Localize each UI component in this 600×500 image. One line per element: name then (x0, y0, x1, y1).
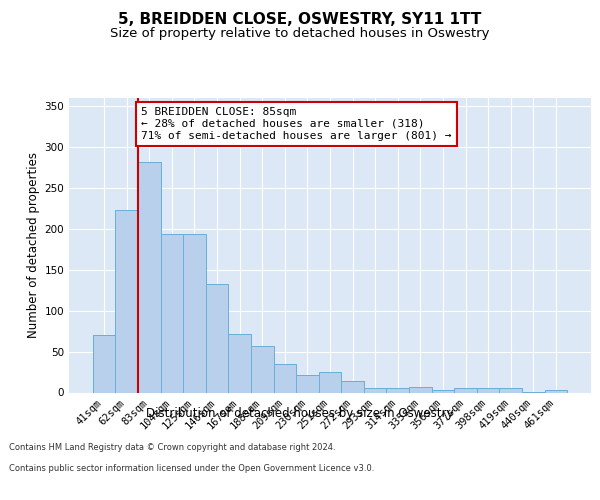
Bar (545, 390, 567, 392)
Bar (499, 388, 522, 392)
Bar (341, 381, 364, 392)
Bar (274, 364, 296, 392)
Bar (409, 387, 431, 392)
Bar (296, 376, 319, 392)
Text: Distribution of detached houses by size in Oswestry: Distribution of detached houses by size … (146, 408, 454, 420)
Text: Size of property relative to detached houses in Oswestry: Size of property relative to detached ho… (110, 28, 490, 40)
Bar (93, 335, 115, 392)
Text: Contains public sector information licensed under the Open Government Licence v3: Contains public sector information licen… (9, 464, 374, 473)
Text: Contains HM Land Registry data © Crown copyright and database right 2024.: Contains HM Land Registry data © Crown c… (9, 442, 335, 452)
Bar (161, 234, 183, 392)
Y-axis label: Number of detached properties: Number of detached properties (27, 152, 40, 338)
Bar (115, 210, 138, 392)
Bar (454, 388, 477, 392)
Bar (319, 372, 341, 392)
Text: 5, BREIDDEN CLOSE, OSWESTRY, SY11 1TT: 5, BREIDDEN CLOSE, OSWESTRY, SY11 1TT (118, 12, 482, 28)
Bar (138, 162, 161, 392)
Bar (364, 388, 386, 392)
Bar (477, 388, 499, 392)
Bar (183, 234, 206, 392)
Bar (206, 284, 229, 393)
Bar (386, 388, 409, 392)
Bar (251, 346, 274, 393)
Bar (431, 390, 454, 392)
Bar (229, 334, 251, 392)
Text: 5 BREIDDEN CLOSE: 85sqm
← 28% of detached houses are smaller (318)
71% of semi-d: 5 BREIDDEN CLOSE: 85sqm ← 28% of detache… (142, 108, 452, 140)
